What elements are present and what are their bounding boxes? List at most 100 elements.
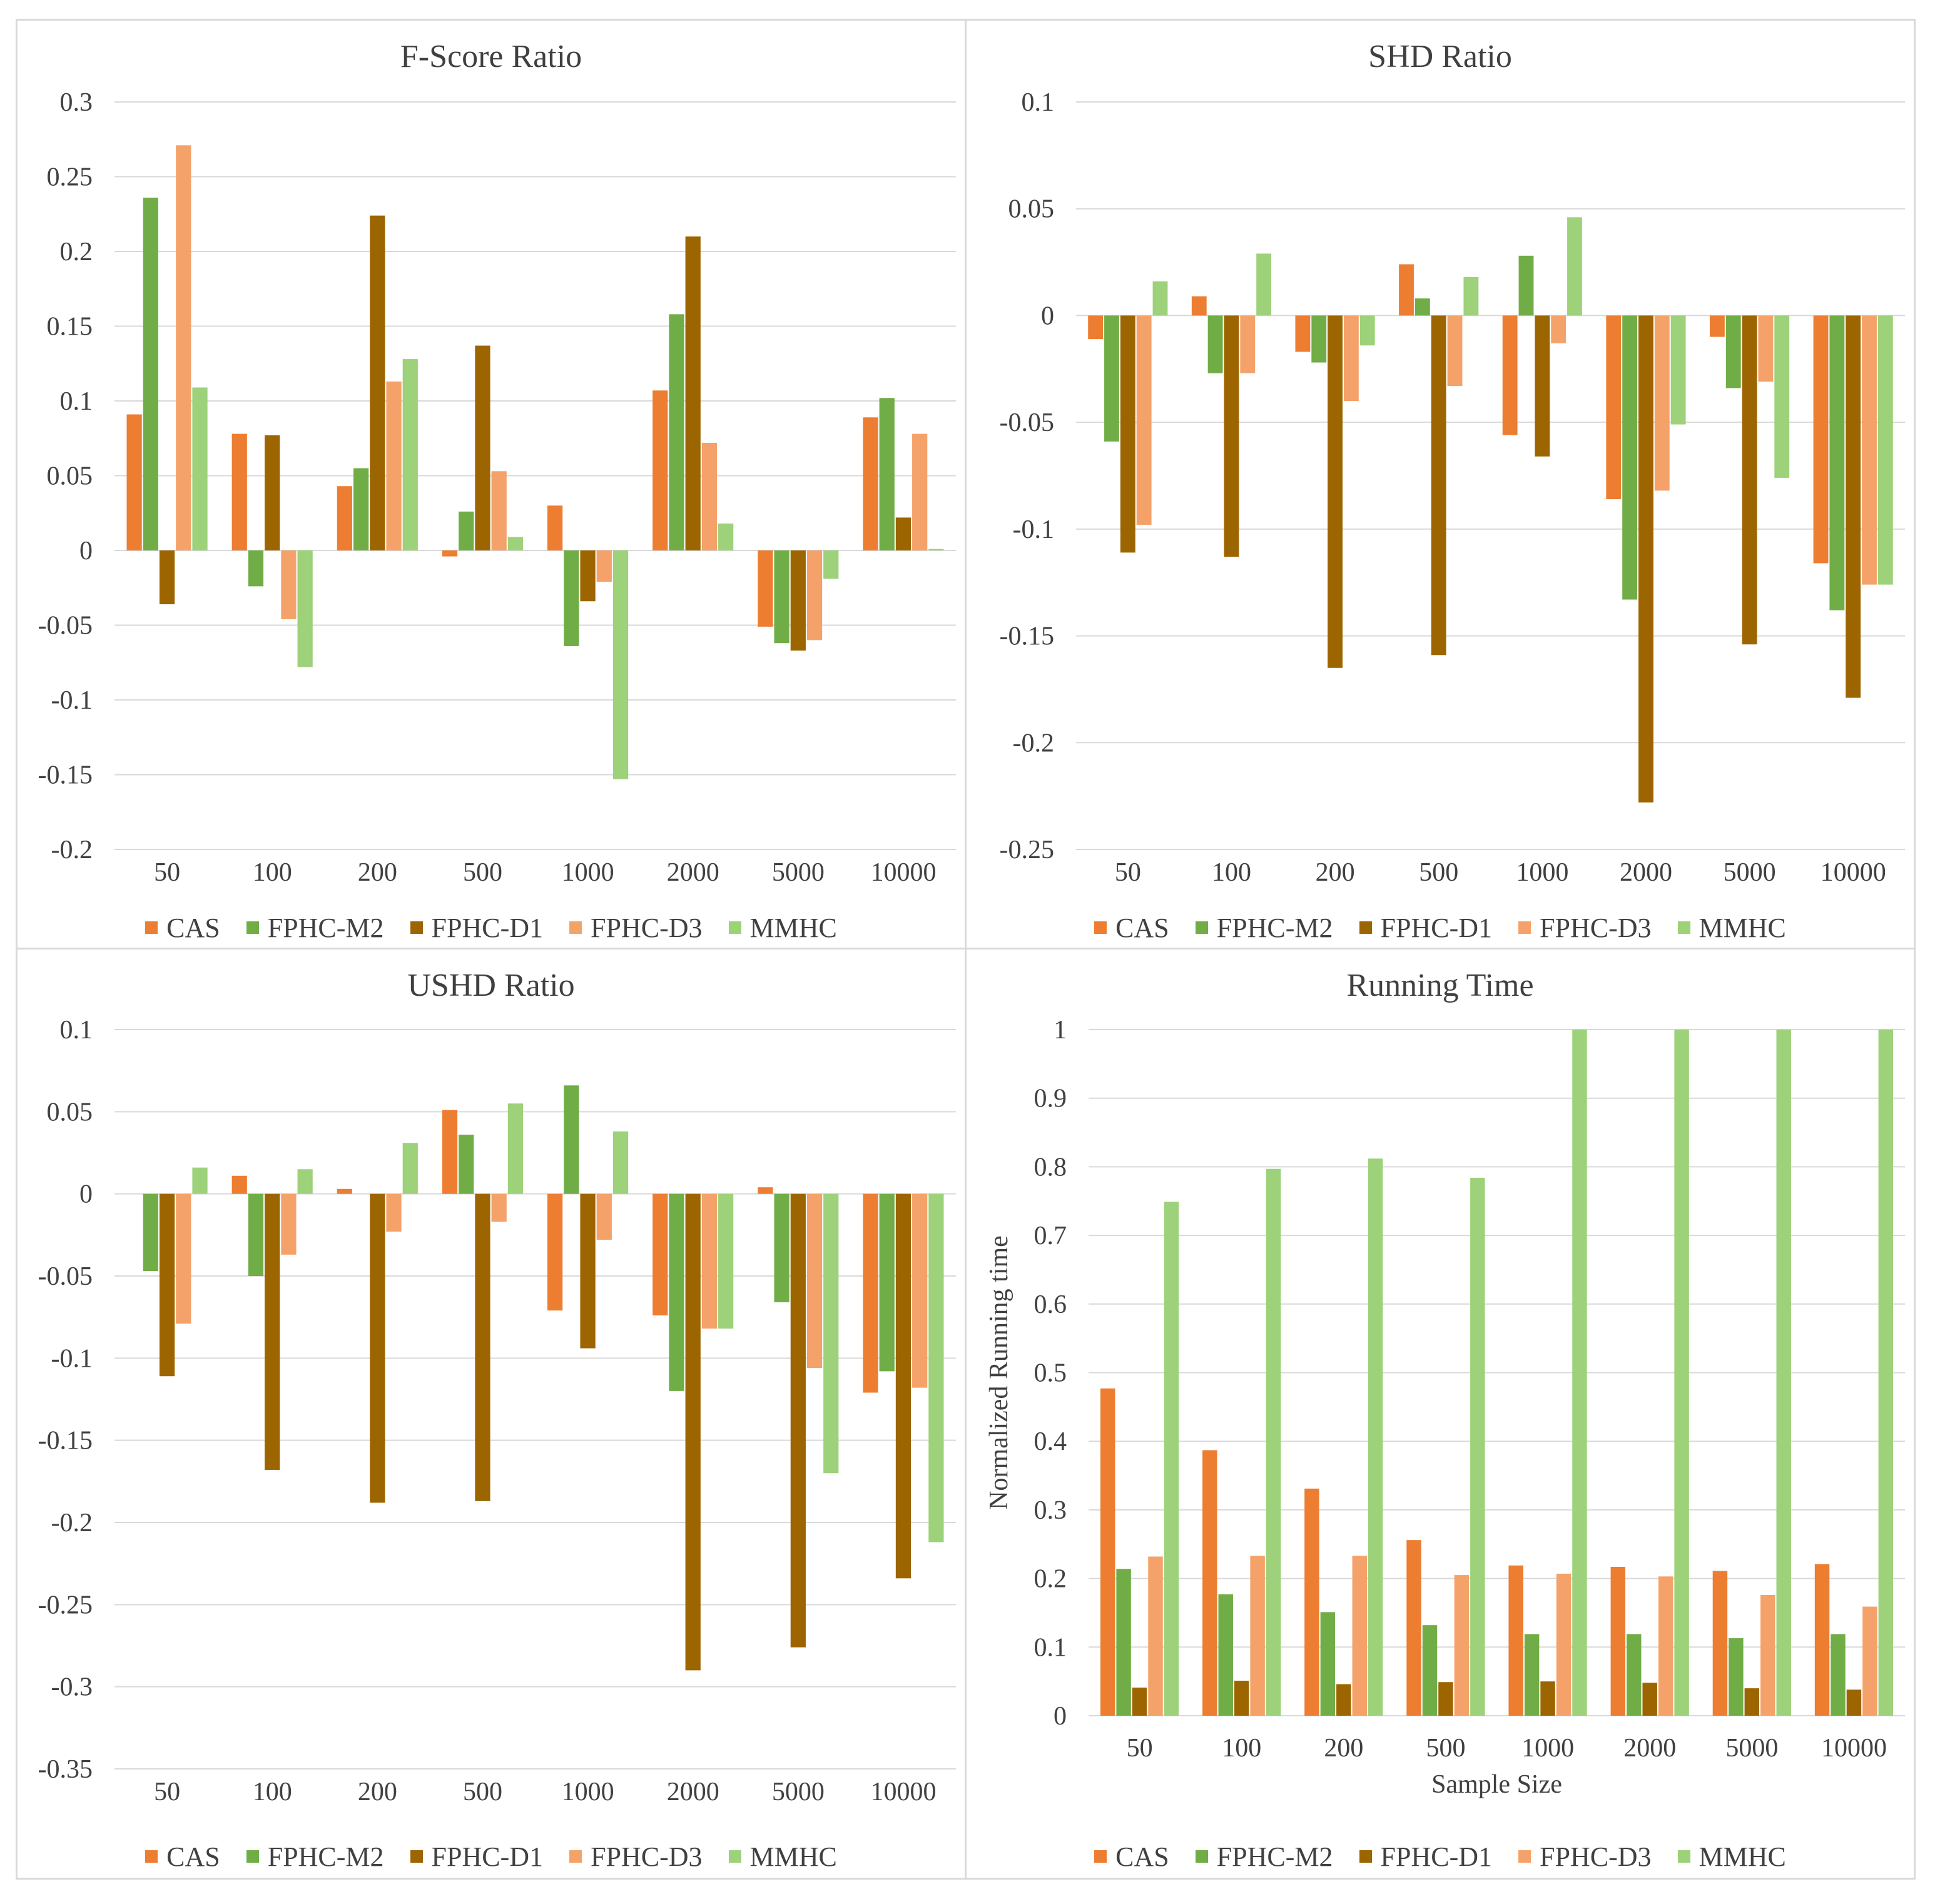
x-tick-label: 1000: [1516, 858, 1568, 887]
legend-swatch: [246, 1850, 259, 1863]
ushd-ratio-panel: USHD Ratio 0.1 0.05 0 -0.05 -0.1 -0.15 -0.2 -0.…: [16, 948, 967, 1880]
y-tick-label: -0.05: [38, 612, 93, 641]
legend-label: CAS: [1115, 912, 1169, 943]
bar-fphc-m2-5000: [1725, 315, 1741, 388]
y-tick-label: 0.1: [1034, 1633, 1067, 1662]
x-tick-label: 200: [1324, 1734, 1363, 1763]
bar-mmhc-100: [297, 550, 313, 667]
bar-fphc-d3-100: [1250, 1556, 1265, 1716]
y-tick-label: -0.1: [51, 686, 93, 715]
legend-item-fphc-d1: FPHC-D1: [410, 912, 543, 944]
bar-fphc-d1-2000: [1642, 1683, 1657, 1716]
y-tick-label: 0.8: [1034, 1153, 1067, 1182]
bar-fphc-d1-1000: [1540, 1681, 1555, 1716]
y-tick-label: 0.05: [1008, 195, 1055, 224]
bar-cas-5000: [1709, 315, 1725, 337]
bar-fphc-d1-5000: [790, 550, 806, 651]
bar-fphc-d1-10000: [895, 1193, 912, 1579]
bar-fphc-d3-100: [1240, 315, 1256, 373]
y-tick-label: 0.15: [47, 313, 93, 342]
bar-fphc-m2-50: [143, 1193, 158, 1272]
legend-label: FPHC-D1: [431, 1841, 544, 1872]
bar-fphc-d3-50: [1136, 315, 1152, 525]
bar-cas-5000: [758, 1187, 773, 1194]
x-tick-label: 500: [1419, 858, 1458, 887]
y-tick-label: 0.2: [1034, 1565, 1067, 1594]
bar-fphc-m2-2000: [1622, 315, 1638, 600]
bar-fphc-d3-10000: [912, 433, 928, 550]
legend-label: FPHC-D3: [591, 912, 703, 943]
chart-legend: CAS FPHC-M2 FPHC-D1 FPHC-D3 MMHC: [967, 1838, 1914, 1875]
y-axis-title: Normalized Running time: [985, 1235, 1013, 1510]
legend-item-mmhc: MMHC: [728, 1841, 837, 1873]
legend-label: FPHC-D3: [591, 1841, 703, 1872]
bar-cas-100: [1191, 296, 1207, 316]
bar-cas-200: [1295, 315, 1311, 352]
bar-cas-500: [1399, 264, 1414, 316]
bar-fphc-d3-200: [1343, 315, 1359, 401]
legend-label: MMHC: [749, 1841, 837, 1872]
bar-mmhc-50: [1164, 1202, 1179, 1716]
legend-swatch: [1195, 921, 1208, 934]
chart-title: F-Score Ratio: [400, 39, 582, 74]
x-tick-label: 500: [463, 1778, 502, 1806]
bar-fphc-d1-500: [475, 1193, 490, 1501]
bar-fphc-m2-100: [248, 1193, 264, 1276]
legend-item-cas: CAS: [145, 1841, 220, 1873]
x-tick-label: 500: [463, 858, 502, 887]
bar-cas-1000: [547, 505, 563, 550]
bar-fphc-m2-200: [1311, 315, 1327, 363]
x-tick-label: 5000: [772, 858, 825, 887]
bar-cas-200: [1304, 1488, 1319, 1716]
x-tick-label: 200: [358, 858, 397, 887]
ushd-ratio-chart: 0.1 0.05 0 -0.05 -0.1 -0.15 -0.2 -0.25 -0.3 -0.35…: [38, 1016, 956, 1806]
bar-cas-50: [1100, 1388, 1115, 1716]
bar-fphc-d3-100: [281, 1193, 297, 1255]
y-tick-label: -0.05: [1000, 408, 1055, 437]
x-tick-label: 200: [358, 1778, 397, 1806]
legend-item-fphc-d3: FPHC-D3: [569, 1841, 703, 1873]
bar-fphc-d1-50: [159, 1193, 175, 1377]
bar-fphc-d1-1000: [1535, 315, 1550, 457]
bar-cas-2000: [653, 390, 668, 550]
legend-item-mmhc: MMHC: [1677, 1841, 1786, 1873]
x-tick-label: 1000: [562, 858, 614, 887]
bar-cas-10000: [1813, 315, 1829, 564]
bar-fphc-d1-1000: [580, 1193, 596, 1349]
legend-label: MMHC: [1699, 1841, 1786, 1872]
x-tick-label: 2000: [1623, 1734, 1676, 1763]
legend-label: FPHC-D1: [1380, 912, 1493, 943]
bar-fphc-d3-2000: [1654, 315, 1670, 491]
y-tick-label: -0.2: [1013, 729, 1055, 757]
bar-fphc-d3-2000: [701, 1193, 718, 1329]
legend-item-fphc-d1: FPHC-D1: [1359, 912, 1493, 944]
bar-mmhc-200: [1359, 315, 1375, 346]
y-tick-label: -0.1: [1013, 515, 1055, 544]
legend-label: FPHC-M2: [1216, 1841, 1333, 1872]
bar-fphc-d1-200: [1336, 1684, 1351, 1716]
bar-fphc-d1-100: [265, 1193, 280, 1470]
bar-mmhc-5000: [1776, 1030, 1791, 1716]
legend-swatch: [728, 921, 741, 934]
bar-fphc-d1-50: [159, 550, 175, 605]
bar-mmhc-50: [192, 1167, 208, 1194]
bar-fphc-d1-5000: [790, 1193, 806, 1648]
bar-fphc-d3-5000: [806, 550, 823, 641]
bar-fphc-d1-500: [1438, 1682, 1453, 1716]
x-tick-label: 5000: [1724, 858, 1776, 887]
chart-title: USHD Ratio: [407, 968, 575, 1003]
y-tick-label: -0.3: [51, 1673, 93, 1702]
bar-cas-100: [231, 1175, 247, 1194]
y-tick-label: -0.25: [38, 1591, 93, 1619]
legend-swatch: [1677, 1850, 1690, 1863]
bar-cas-5000: [1712, 1571, 1728, 1716]
legend-item-fphc-d3: FPHC-D3: [1518, 912, 1652, 944]
x-axis-title: Sample Size: [1431, 1770, 1562, 1799]
bar-fphc-d1-10000: [1846, 1689, 1862, 1716]
x-tick-label: 10000: [870, 858, 936, 887]
legend-item-fphc-m2: FPHC-M2: [246, 1841, 384, 1873]
bar-cas-10000: [1814, 1564, 1830, 1716]
bars: [1100, 1030, 1894, 1716]
bar-cas-100: [1202, 1450, 1217, 1716]
